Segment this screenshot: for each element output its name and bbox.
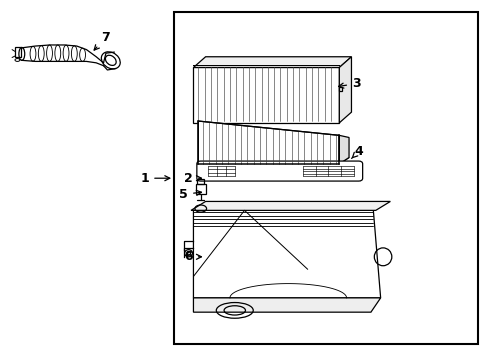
Polygon shape (198, 121, 339, 164)
Bar (197, 179, 203, 184)
Bar (15, 48, 21, 58)
Polygon shape (339, 135, 348, 164)
Polygon shape (193, 210, 380, 298)
Text: 4: 4 (351, 145, 363, 158)
FancyBboxPatch shape (197, 161, 362, 181)
Text: 7: 7 (94, 31, 110, 50)
Polygon shape (193, 298, 380, 312)
Polygon shape (193, 57, 351, 67)
Text: 3: 3 (338, 77, 360, 90)
Polygon shape (193, 67, 339, 123)
Polygon shape (198, 157, 348, 164)
Bar (174, 12, 477, 344)
Polygon shape (339, 87, 341, 91)
Text: 5: 5 (179, 188, 201, 201)
Text: 6: 6 (184, 250, 201, 263)
Text: 1: 1 (140, 172, 169, 185)
Bar (196, 184, 205, 194)
Text: 2: 2 (184, 172, 201, 185)
Polygon shape (339, 57, 351, 123)
Polygon shape (191, 202, 389, 210)
